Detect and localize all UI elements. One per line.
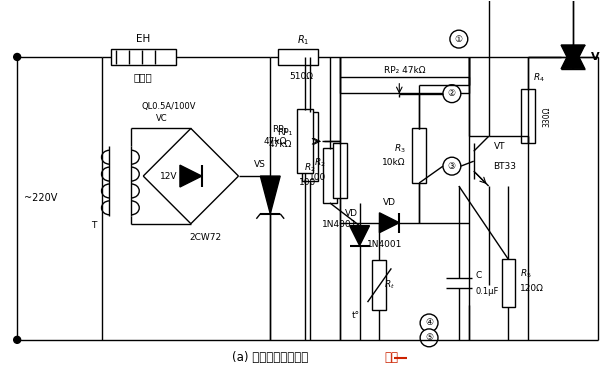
Text: RP₂ 47kΩ: RP₂ 47kΩ: [384, 66, 425, 75]
Text: 47kΩ: 47kΩ: [264, 137, 287, 146]
Text: BT33: BT33: [493, 162, 517, 171]
Text: (a) 触发信号输出方式: (a) 触发信号输出方式: [232, 351, 309, 364]
Text: $R_4$: $R_4$: [533, 72, 545, 84]
Text: T: T: [91, 221, 96, 230]
Circle shape: [420, 329, 438, 347]
Text: ④: ④: [425, 318, 433, 328]
Circle shape: [443, 157, 461, 175]
Bar: [278, 49, 318, 65]
Polygon shape: [561, 45, 585, 69]
Text: VC: VC: [156, 114, 168, 123]
Bar: [373, 260, 386, 310]
Text: $R_t$: $R_t$: [384, 279, 395, 292]
Bar: [297, 109, 313, 173]
Bar: [522, 89, 535, 143]
Text: ②: ②: [448, 89, 456, 98]
Bar: [412, 128, 426, 183]
Text: 330Ω: 330Ω: [542, 106, 551, 127]
Text: 1N4001: 1N4001: [322, 220, 357, 229]
Text: EH: EH: [136, 34, 150, 44]
Bar: [302, 112, 318, 181]
Bar: [501, 259, 515, 307]
Text: 0.1μF: 0.1μF: [476, 287, 499, 296]
Text: VS: VS: [253, 160, 265, 169]
Text: ⑤: ⑤: [425, 334, 433, 342]
Polygon shape: [561, 45, 585, 69]
Circle shape: [443, 85, 461, 103]
Text: 2CW72: 2CW72: [190, 233, 222, 242]
Text: $R_2$: $R_2$: [314, 157, 326, 170]
Text: 120Ω: 120Ω: [520, 284, 544, 293]
Polygon shape: [379, 213, 400, 233]
Text: VT: VT: [493, 142, 505, 151]
Text: $R_5$: $R_5$: [520, 267, 532, 280]
Text: 电热器: 电热器: [134, 72, 152, 82]
Bar: [340, 77, 468, 93]
Circle shape: [13, 336, 21, 343]
Circle shape: [450, 30, 468, 48]
Bar: [323, 148, 337, 203]
Text: QL0.5A/100V: QL0.5A/100V: [142, 102, 196, 111]
Text: C: C: [476, 271, 482, 280]
Text: VD: VD: [383, 198, 396, 207]
Circle shape: [13, 53, 21, 60]
Text: ③: ③: [448, 162, 456, 171]
Text: 47kΩ: 47kΩ: [269, 140, 292, 149]
Circle shape: [420, 314, 438, 332]
Text: t°: t°: [351, 311, 359, 319]
Polygon shape: [180, 165, 202, 187]
Text: V: V: [591, 52, 600, 62]
Text: 100: 100: [299, 178, 316, 187]
Text: RP₁: RP₁: [277, 128, 292, 137]
Text: $R_1$: $R_1$: [297, 33, 309, 47]
Bar: [333, 143, 346, 198]
Text: $R_2$: $R_2$: [304, 162, 316, 174]
Text: 1N4001: 1N4001: [367, 240, 402, 249]
Text: ①: ①: [455, 35, 463, 44]
Text: VD: VD: [345, 209, 357, 218]
Text: ~220V: ~220V: [24, 193, 57, 203]
Polygon shape: [260, 176, 280, 214]
Text: 510Ω: 510Ω: [289, 72, 313, 81]
Text: 12V: 12V: [160, 171, 178, 181]
Bar: [112, 49, 176, 65]
Text: $R_3$: $R_3$: [393, 142, 405, 155]
Text: 10kΩ: 10kΩ: [382, 158, 405, 167]
Text: RP₁: RP₁: [272, 125, 287, 134]
Text: 100: 100: [309, 173, 326, 181]
Text: 之一: 之一: [384, 351, 398, 364]
Polygon shape: [350, 226, 370, 246]
